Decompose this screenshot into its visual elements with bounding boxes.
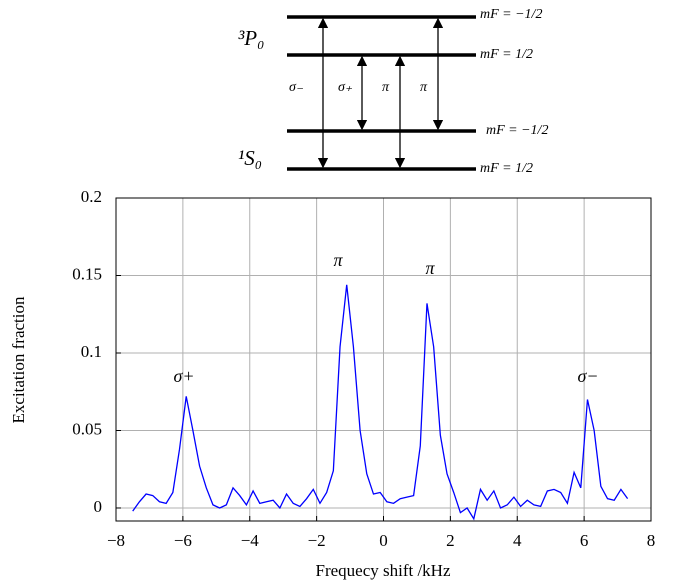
sublevel-label: mF = 1/2	[480, 161, 533, 176]
sublevel-label: mF = 1/2	[480, 47, 533, 62]
transition-label: σ₋	[289, 80, 304, 95]
x-tick-label: 2	[446, 531, 455, 550]
x-tick-label: 6	[580, 531, 589, 550]
level-label: ³P₀	[238, 26, 264, 50]
x-tick-label: −2	[308, 531, 326, 550]
level-label: ¹S₀	[238, 146, 262, 170]
x-tick-label: 0	[379, 531, 388, 550]
plot-frame	[115, 197, 652, 522]
x-tick-label: 4	[513, 531, 522, 550]
sublevel-label: mF = −1/2	[480, 7, 542, 22]
level-diagram	[287, 15, 476, 171]
x-tick-label: −8	[107, 531, 125, 550]
x-tick-label: 8	[647, 531, 656, 550]
data-line	[132, 284, 629, 521]
transition-label: π	[420, 80, 428, 95]
sublevel-label: mF = −1/2	[486, 123, 548, 138]
y-tick-label: 0.1	[81, 342, 102, 361]
y-tick-label: 0.05	[72, 419, 102, 438]
annotation: σ+	[173, 366, 194, 386]
x-tick-label: −4	[241, 531, 260, 550]
transition-label: σ₊	[338, 80, 353, 95]
y-axis-label: Excitation fraction	[9, 296, 28, 423]
x-axis-label: Frequecy shift /kHz	[315, 561, 450, 580]
transition-label: π	[382, 80, 390, 95]
annotation: π	[425, 258, 435, 278]
y-tick-label: 0.15	[72, 264, 102, 283]
y-tick-label: 0.2	[81, 187, 102, 206]
x-tick-label: −6	[174, 531, 192, 550]
y-tick-label: 0	[94, 497, 103, 516]
annotation: π	[333, 250, 343, 270]
annotation: σ−	[577, 366, 598, 386]
